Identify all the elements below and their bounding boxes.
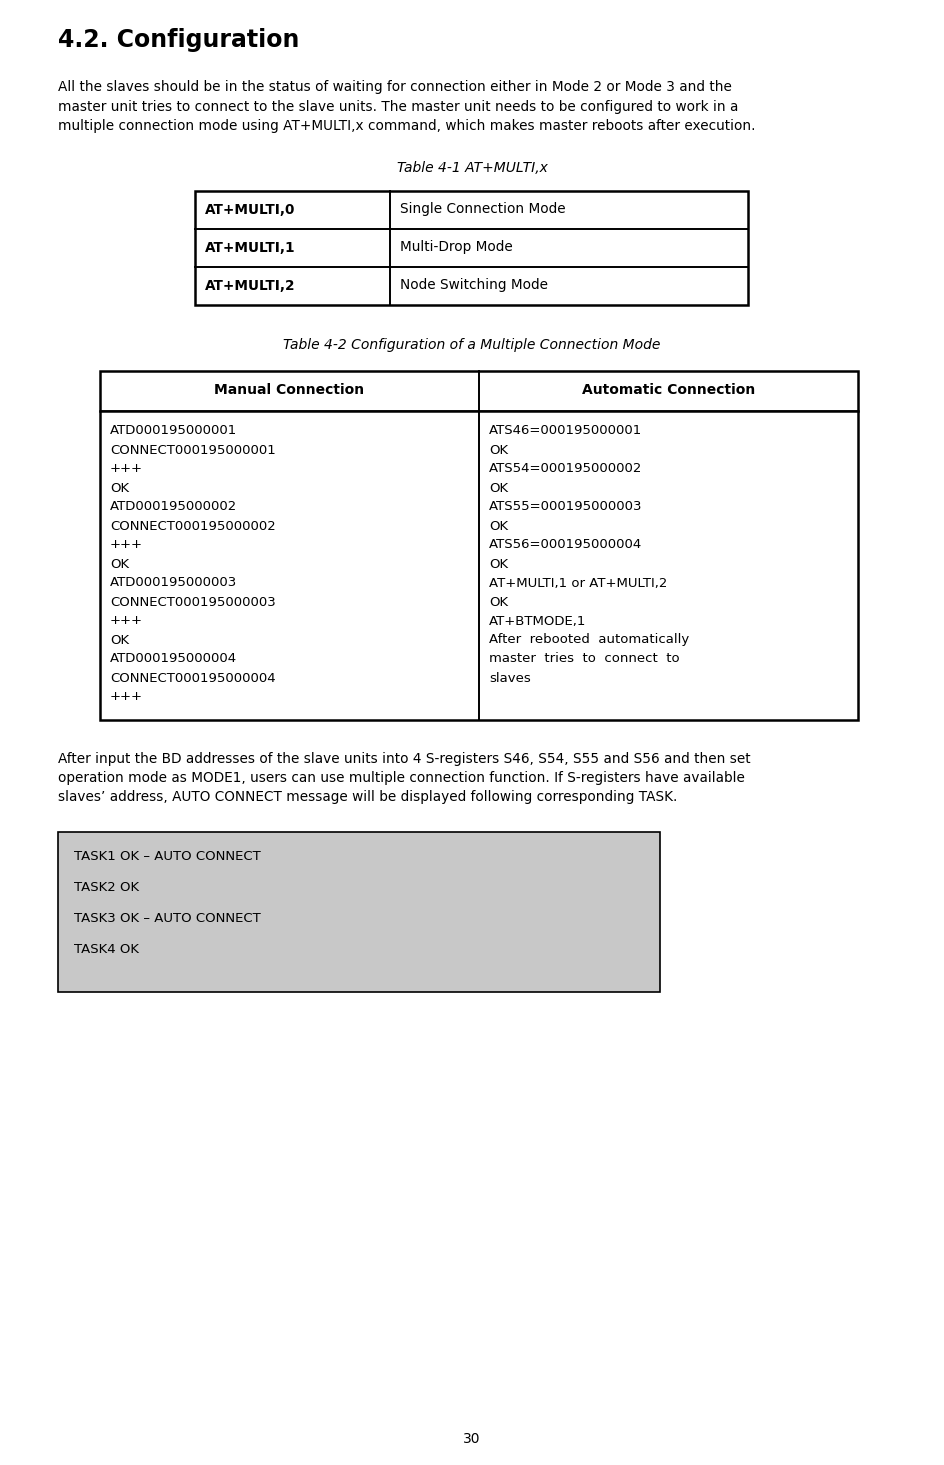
Text: Multi-Drop Mode: Multi-Drop Mode xyxy=(400,240,513,255)
Text: AT+MULTI,1: AT+MULTI,1 xyxy=(205,240,295,255)
Text: ATS46=000195000001: ATS46=000195000001 xyxy=(489,425,642,438)
Text: Single Connection Mode: Single Connection Mode xyxy=(400,202,565,217)
Text: ATD000195000001: ATD000195000001 xyxy=(110,425,237,438)
Text: Table 4-2 Configuration of a Multiple Connection Mode: Table 4-2 Configuration of a Multiple Co… xyxy=(283,338,661,353)
Text: ATD000195000002: ATD000195000002 xyxy=(110,501,237,514)
Bar xyxy=(195,190,748,305)
Text: Table 4-1 AT+MULTI,x: Table 4-1 AT+MULTI,x xyxy=(396,161,548,174)
Text: 4.2. Configuration: 4.2. Configuration xyxy=(58,28,299,51)
Text: ATS55=000195000003: ATS55=000195000003 xyxy=(489,501,643,514)
Text: AT+BTMODE,1: AT+BTMODE,1 xyxy=(489,614,586,627)
Text: +++: +++ xyxy=(110,539,143,551)
Text: ATS54=000195000002: ATS54=000195000002 xyxy=(489,463,642,476)
Text: OK: OK xyxy=(110,633,129,646)
Text: AT+MULTI,2: AT+MULTI,2 xyxy=(205,278,295,293)
Text: operation mode as MODE1, users can use multiple connection function. If S-regist: operation mode as MODE1, users can use m… xyxy=(58,771,745,785)
Text: OK: OK xyxy=(489,444,508,457)
Text: OK: OK xyxy=(110,482,129,495)
Text: TASK2 OK: TASK2 OK xyxy=(74,880,139,894)
Text: All the slaves should be in the status of waiting for connection either in Mode : All the slaves should be in the status o… xyxy=(58,81,732,94)
Text: +++: +++ xyxy=(110,690,143,703)
Text: ATD000195000003: ATD000195000003 xyxy=(110,577,237,589)
Text: OK: OK xyxy=(489,520,508,532)
Text: CONNECT000195000003: CONNECT000195000003 xyxy=(110,595,276,608)
Text: CONNECT000195000004: CONNECT000195000004 xyxy=(110,671,276,684)
Text: ATD000195000004: ATD000195000004 xyxy=(110,652,237,665)
Text: slaves’ address, AUTO CONNECT message will be displayed following corresponding : slaves’ address, AUTO CONNECT message wi… xyxy=(58,791,678,804)
Bar xyxy=(100,371,858,410)
Text: master unit tries to connect to the slave units. The master unit needs to be con: master unit tries to connect to the slav… xyxy=(58,100,738,113)
Text: master  tries  to  connect  to: master tries to connect to xyxy=(489,652,680,665)
Text: multiple connection mode using AT+MULTI,x command, which makes master reboots af: multiple connection mode using AT+MULTI,… xyxy=(58,119,755,133)
Text: AT+MULTI,0: AT+MULTI,0 xyxy=(205,202,295,217)
Text: After input the BD addresses of the slave units into 4 S-registers S46, S54, S55: After input the BD addresses of the slav… xyxy=(58,752,750,766)
Text: OK: OK xyxy=(489,482,508,495)
Text: Automatic Connection: Automatic Connection xyxy=(582,384,755,397)
Text: slaves: slaves xyxy=(489,671,531,684)
Text: CONNECT000195000002: CONNECT000195000002 xyxy=(110,520,276,532)
Text: CONNECT000195000001: CONNECT000195000001 xyxy=(110,444,276,457)
Text: +++: +++ xyxy=(110,463,143,476)
Bar xyxy=(58,832,660,992)
Text: 30: 30 xyxy=(464,1431,480,1446)
Text: OK: OK xyxy=(489,595,508,608)
Text: TASK1 OK – AUTO CONNECT: TASK1 OK – AUTO CONNECT xyxy=(74,850,261,863)
Text: OK: OK xyxy=(489,558,508,570)
Text: +++: +++ xyxy=(110,614,143,627)
Text: After  rebooted  automatically: After rebooted automatically xyxy=(489,633,689,646)
Text: OK: OK xyxy=(110,558,129,570)
Text: AT+MULTI,1 or AT+MULTI,2: AT+MULTI,1 or AT+MULTI,2 xyxy=(489,577,667,589)
Text: TASK3 OK – AUTO CONNECT: TASK3 OK – AUTO CONNECT xyxy=(74,913,261,924)
Bar xyxy=(100,410,858,719)
Text: Manual Connection: Manual Connection xyxy=(214,384,364,397)
Text: ATS56=000195000004: ATS56=000195000004 xyxy=(489,539,642,551)
Text: TASK4 OK: TASK4 OK xyxy=(74,943,139,957)
Text: Node Switching Mode: Node Switching Mode xyxy=(400,278,548,293)
